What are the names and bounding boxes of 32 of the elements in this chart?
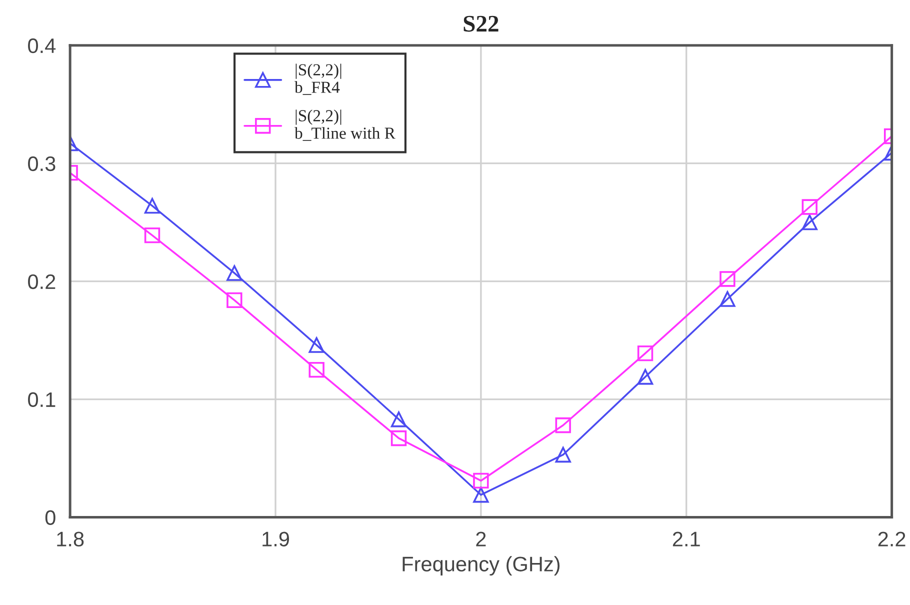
x-tick-label: 1.9 — [262, 532, 289, 546]
point — [720, 291, 736, 307]
point — [555, 417, 571, 434]
point — [555, 446, 571, 463]
y-tick-label: 0.4 — [28, 38, 56, 54]
point — [226, 265, 242, 281]
point — [390, 430, 407, 446]
x-axis-title: Frequency (GHz) — [402, 556, 560, 576]
chart-title: S22 — [464, 16, 498, 32]
point — [226, 292, 242, 308]
point — [390, 412, 407, 428]
legend-label: |S(2,2)| b_FR4 — [294, 64, 342, 95]
legend-label: |S(2,2)| b_Tline with R — [294, 110, 396, 141]
x-tick-label: 2.1 — [672, 532, 700, 546]
point — [720, 271, 736, 287]
point — [473, 472, 489, 489]
point — [144, 227, 160, 244]
x-tick-label: 2.2 — [878, 532, 906, 546]
point — [802, 199, 818, 215]
y-tick-label: 0 — [45, 510, 56, 526]
point — [144, 198, 160, 214]
y-tick-label: 0.3 — [28, 156, 56, 172]
y-tick-label: 0.1 — [28, 392, 56, 408]
point — [308, 362, 324, 378]
point — [473, 487, 489, 503]
y-tick-label: 0.2 — [28, 274, 56, 290]
point — [308, 337, 324, 353]
point — [637, 345, 654, 362]
point — [637, 369, 654, 385]
x-tick-label: 2 — [476, 532, 486, 546]
x-tick-label: 1.8 — [57, 532, 84, 546]
point — [802, 214, 818, 230]
